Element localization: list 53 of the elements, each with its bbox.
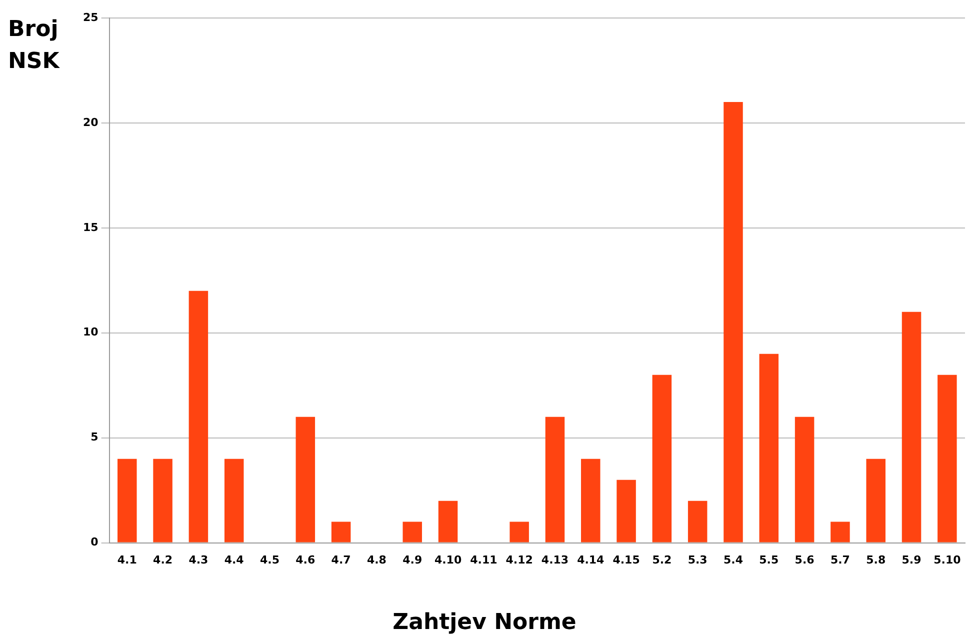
x-tick-label: 4.9 [402, 553, 422, 566]
x-tick-label: 4.10 [434, 553, 462, 566]
x-tick-label: 4.5 [260, 553, 280, 566]
x-tick-label: 4.1 [117, 553, 137, 566]
bar [688, 500, 708, 542]
x-tick-label: 5.3 [688, 553, 708, 566]
bar [759, 354, 779, 542]
x-tick-label: 4.11 [470, 553, 498, 566]
x-tick-label: 5.7 [830, 553, 850, 566]
bar [153, 458, 172, 542]
x-tick-label: 4.15 [612, 553, 640, 566]
x-tick-label: 4.2 [153, 553, 173, 566]
bar [652, 374, 672, 542]
x-tick-label: 5.10 [934, 553, 962, 566]
y-tick-label: 20 [82, 116, 99, 129]
y-tick-label: 15 [82, 220, 98, 234]
x-tick-label: 4.7 [331, 553, 351, 566]
bar [616, 480, 636, 542]
bar [510, 522, 529, 542]
bar [581, 458, 600, 542]
x-tick-label: 5.2 [652, 553, 672, 566]
y-tick-label: 5 [90, 430, 98, 444]
x-tick-label: 4.3 [188, 553, 208, 566]
x-tick-label: 4.12 [506, 553, 533, 566]
x-tick-label: 5.6 [794, 553, 815, 566]
bar [866, 458, 886, 542]
bar [118, 458, 137, 542]
y-tick-label: 0 [90, 536, 99, 549]
y-tick-label: 10 [82, 326, 99, 339]
y-tick-label: 25 [82, 10, 98, 24]
x-tick-label: 4.13 [541, 553, 569, 566]
x-tick-label: 4.6 [296, 553, 316, 566]
bar [188, 290, 208, 542]
bar [545, 416, 565, 542]
x-tick-label: 4.4 [224, 553, 244, 566]
bar [938, 374, 957, 542]
bar [296, 416, 316, 542]
bar [902, 312, 922, 542]
x-tick-label: 4.8 [366, 553, 386, 566]
x-tick-label: 4.14 [577, 553, 605, 566]
bar [224, 458, 244, 542]
bar [438, 500, 458, 542]
bar [830, 522, 850, 542]
x-tick-label: 5.5 [759, 553, 779, 566]
x-axis-title: Zahtjev Norme [392, 610, 578, 635]
bar [331, 522, 351, 542]
bar [402, 522, 422, 542]
bar [794, 416, 814, 542]
bar [724, 102, 743, 542]
y-axis-title: Broj NSK [8, 16, 61, 76]
x-tick-label: 5.8 [866, 553, 886, 566]
x-tick-label: 5.4 [724, 553, 744, 566]
x-tick-label: 5.9 [902, 553, 922, 566]
